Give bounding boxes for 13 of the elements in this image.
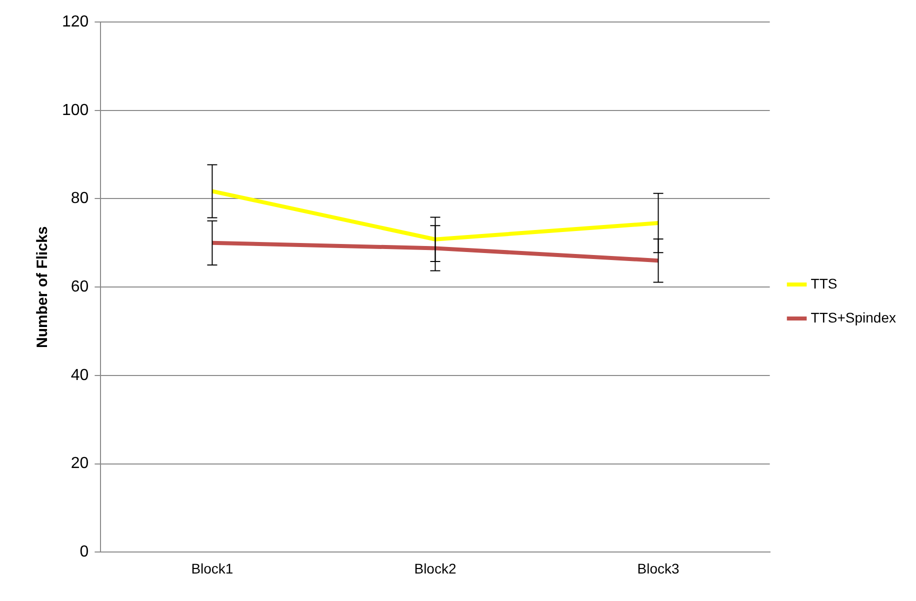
x-tick-label: Block3 xyxy=(637,560,680,576)
y-tick-label: 100 xyxy=(62,102,89,119)
x-tick-label: Block1 xyxy=(191,560,234,576)
y-tick-label: 0 xyxy=(80,544,89,561)
y-tick-label: 60 xyxy=(70,278,89,296)
y-tick-label: 40 xyxy=(70,366,89,384)
y-tick-label: 80 xyxy=(70,190,89,208)
y-axis-title: Number of Flicks xyxy=(34,226,52,348)
legend-label: TTS+Spindex xyxy=(810,309,896,326)
y-tick-label: 20 xyxy=(70,455,89,472)
x-tick-label: Block2 xyxy=(414,560,456,576)
legend-label: TTS xyxy=(810,275,838,292)
y-tick-label: 120 xyxy=(62,13,89,30)
